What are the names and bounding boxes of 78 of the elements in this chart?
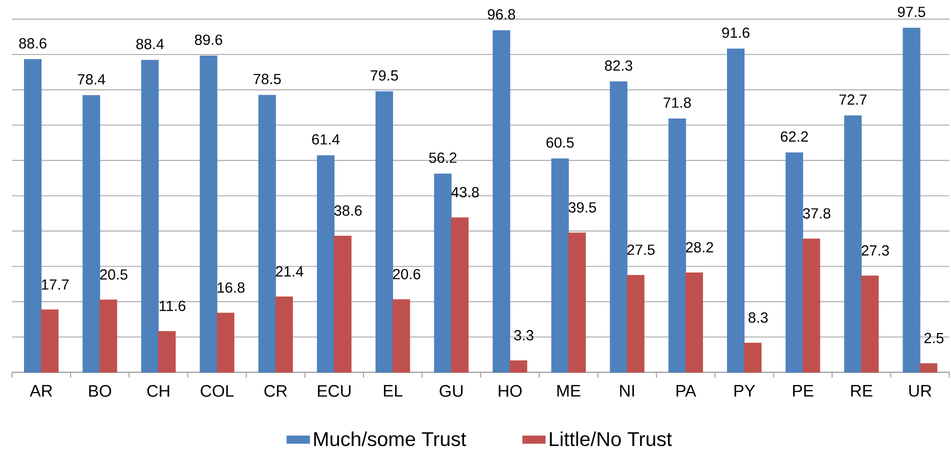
- x-tick-label: BO: [89, 385, 112, 397]
- bar: [551, 158, 569, 373]
- data-label: 88.6: [19, 38, 46, 48]
- bar: [510, 360, 528, 373]
- bar: [668, 118, 686, 373]
- bar: [451, 217, 469, 373]
- bar: [100, 300, 118, 373]
- bar: [24, 59, 42, 373]
- x-tick-label: RE: [851, 385, 872, 397]
- data-label: 97.5: [898, 6, 926, 18]
- data-label: 37.8: [803, 208, 830, 219]
- data-label: 62.2: [780, 131, 808, 142]
- bar: [82, 95, 100, 373]
- x-tick-label: AR: [30, 385, 52, 397]
- data-label: 72.7: [839, 94, 866, 105]
- bar: [41, 310, 59, 373]
- data-label: 89.6: [194, 34, 222, 45]
- x-tick-label: PE: [793, 385, 814, 397]
- data-label: 3.3: [514, 330, 534, 340]
- data-label: 61.4: [312, 134, 340, 145]
- bar: [568, 232, 586, 373]
- x-tick-label: HO: [498, 385, 522, 397]
- bar: [334, 236, 352, 373]
- bar: [258, 94, 276, 373]
- bar: [786, 152, 804, 373]
- bar: [744, 342, 762, 373]
- data-label: 27.3: [862, 245, 889, 256]
- data-label: 78.5: [254, 74, 281, 84]
- data-label: 39.5: [568, 202, 596, 213]
- bar: [376, 91, 394, 373]
- x-tick-label: NI: [620, 385, 634, 397]
- x-tick-label: ECU: [318, 385, 351, 397]
- data-label: 60.5: [546, 137, 574, 148]
- legend-label: Much/some Trust: [314, 431, 466, 446]
- data-label: 78.4: [78, 74, 106, 85]
- data-label: 8.3: [748, 312, 768, 323]
- data-label: 20.5: [100, 269, 128, 280]
- bar: [316, 155, 334, 373]
- x-tick-label: EL: [384, 385, 402, 397]
- x-tick-label: ME: [557, 385, 580, 397]
- bar: [844, 115, 862, 373]
- bar: [216, 312, 234, 373]
- x-tick-label: UR: [909, 385, 932, 397]
- data-label: 82.3: [604, 60, 632, 71]
- bar: [275, 296, 293, 373]
- bar: [902, 28, 920, 373]
- data-label: 56.2: [429, 152, 456, 163]
- bar: [434, 174, 452, 373]
- x-tick-label: CR: [264, 385, 287, 397]
- bar: [685, 272, 703, 373]
- data-label: 28.2: [686, 242, 714, 252]
- data-label: 79.5: [370, 70, 398, 81]
- data-label: 2.5: [924, 332, 944, 344]
- data-label: 16.8: [218, 282, 244, 293]
- bar: [861, 276, 879, 373]
- data-label: 96.8: [488, 9, 516, 20]
- bar: [492, 30, 510, 373]
- bar: [626, 274, 644, 373]
- bar: [158, 331, 176, 373]
- bar: [920, 363, 938, 373]
- x-tick-label: PA: [676, 385, 696, 397]
- bar: [802, 238, 820, 373]
- bar: [727, 48, 745, 373]
- x-tick-label: CH: [147, 385, 170, 397]
- data-label: 20.6: [393, 268, 420, 280]
- data-label: 88.4: [136, 38, 164, 50]
- x-tick-label: PY: [734, 385, 756, 397]
- bar: [200, 56, 218, 373]
- data-label: 17.7: [42, 279, 69, 290]
- x-tick-label: COL: [200, 385, 234, 397]
- bar: [392, 299, 410, 373]
- data-label: 91.6: [722, 28, 750, 38]
- legend-label: Little/No Trust: [550, 431, 672, 446]
- x-tick-label: GU: [440, 385, 463, 397]
- bar: [141, 60, 159, 373]
- data-label: 11.6: [160, 300, 186, 312]
- data-label: 71.8: [664, 97, 691, 108]
- bar: [610, 81, 628, 373]
